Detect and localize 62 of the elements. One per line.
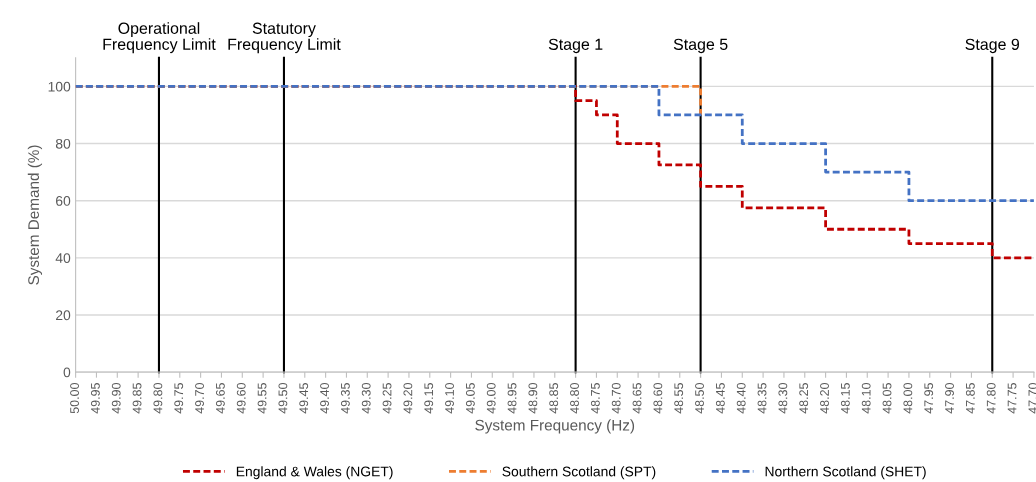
- x-tick-label: 48.15: [840, 383, 850, 414]
- x-tick-label: 48.35: [757, 383, 767, 414]
- ref-line-label: Statutory Frequency Limit: [228, 22, 341, 54]
- x-tick-label: 48.05: [882, 383, 892, 414]
- x-tick-label: 47.85: [965, 383, 975, 414]
- x-tick-label: 49.80: [153, 383, 163, 414]
- x-tick-label: 48.40: [736, 383, 746, 414]
- ref-line-label: Stage 5: [673, 38, 728, 54]
- x-tick-label: 49.30: [361, 383, 371, 414]
- x-tick-label: 48.85: [549, 383, 559, 414]
- x-tick-label: 49.65: [215, 383, 225, 414]
- x-tick-label: 48.60: [653, 383, 663, 414]
- x-tick-label: 49.25: [382, 383, 392, 414]
- x-tick-label: 49.55: [257, 383, 267, 414]
- y-tick-label: 100: [48, 81, 71, 92]
- x-tick-label: 49.70: [195, 383, 204, 414]
- y-tick-label: 80: [55, 138, 71, 149]
- x-tick-label: 48.80: [570, 383, 579, 414]
- x-tick-label: 48.75: [590, 383, 600, 414]
- x-tick-label: 49.00: [486, 383, 496, 414]
- x-tick-label: 49.15: [424, 383, 434, 414]
- x-tick-label: 48.30: [778, 383, 788, 414]
- ref-line-label: Stage 9: [965, 38, 1020, 54]
- legend-label: Northern Scotland (SHET): [765, 466, 926, 480]
- x-tick-label: 49.50: [278, 383, 288, 414]
- x-tick-label: 48.90: [528, 383, 538, 414]
- x-tick-label: 48.45: [715, 383, 725, 414]
- x-tick-label: 49.75: [174, 383, 184, 414]
- x-tick-label: 48.20: [820, 383, 829, 414]
- x-tick-label: 48.95: [507, 383, 517, 414]
- x-tick-label: 49.60: [236, 383, 246, 414]
- x-tick-label: 49.40: [320, 383, 329, 414]
- legend-label: England & Wales (NGET): [236, 466, 393, 480]
- y-tick-label: 0: [63, 367, 71, 378]
- x-tick-label: 47.95: [924, 383, 934, 414]
- y-tick-label: 20: [56, 310, 71, 321]
- x-tick-label: 48.10: [861, 383, 871, 414]
- x-tick-label: 47.80: [986, 383, 996, 414]
- x-tick-label: 49.85: [132, 383, 142, 414]
- x-tick-label: 50.00: [70, 383, 79, 414]
- x-tick-label: 49.95: [90, 383, 100, 414]
- x-tick-label: 49.35: [340, 383, 350, 414]
- x-tick-label: 49.20: [403, 383, 413, 414]
- y-axis-title: System Demand (%): [27, 145, 43, 285]
- x-tick-label: 49.05: [465, 383, 475, 414]
- legend-label: Southern Scotland (SPT): [502, 466, 656, 480]
- x-tick-label: 48.00: [903, 383, 913, 414]
- x-tick-label: 48.65: [632, 383, 642, 414]
- x-tick-label: 49.45: [299, 383, 309, 414]
- x-tick-label: 48.50: [695, 383, 704, 414]
- ref-line-label: Operational Frequency Limit: [103, 22, 216, 54]
- x-tick-label: 48.55: [674, 383, 684, 414]
- x-tick-label: 49.90: [111, 383, 121, 414]
- x-axis-title: System Frequency (Hz): [475, 419, 635, 434]
- y-tick-label: 60: [56, 196, 71, 206]
- ref-line-label: Stage 1: [548, 38, 603, 54]
- x-tick-label: 48.70: [611, 383, 621, 414]
- x-tick-label: 47.75: [1007, 383, 1017, 414]
- y-tick-label: 40: [55, 253, 71, 263]
- x-tick-label: 47.90: [945, 383, 954, 414]
- x-tick-label: 48.25: [799, 383, 809, 414]
- x-tick-label: 49.10: [445, 383, 454, 414]
